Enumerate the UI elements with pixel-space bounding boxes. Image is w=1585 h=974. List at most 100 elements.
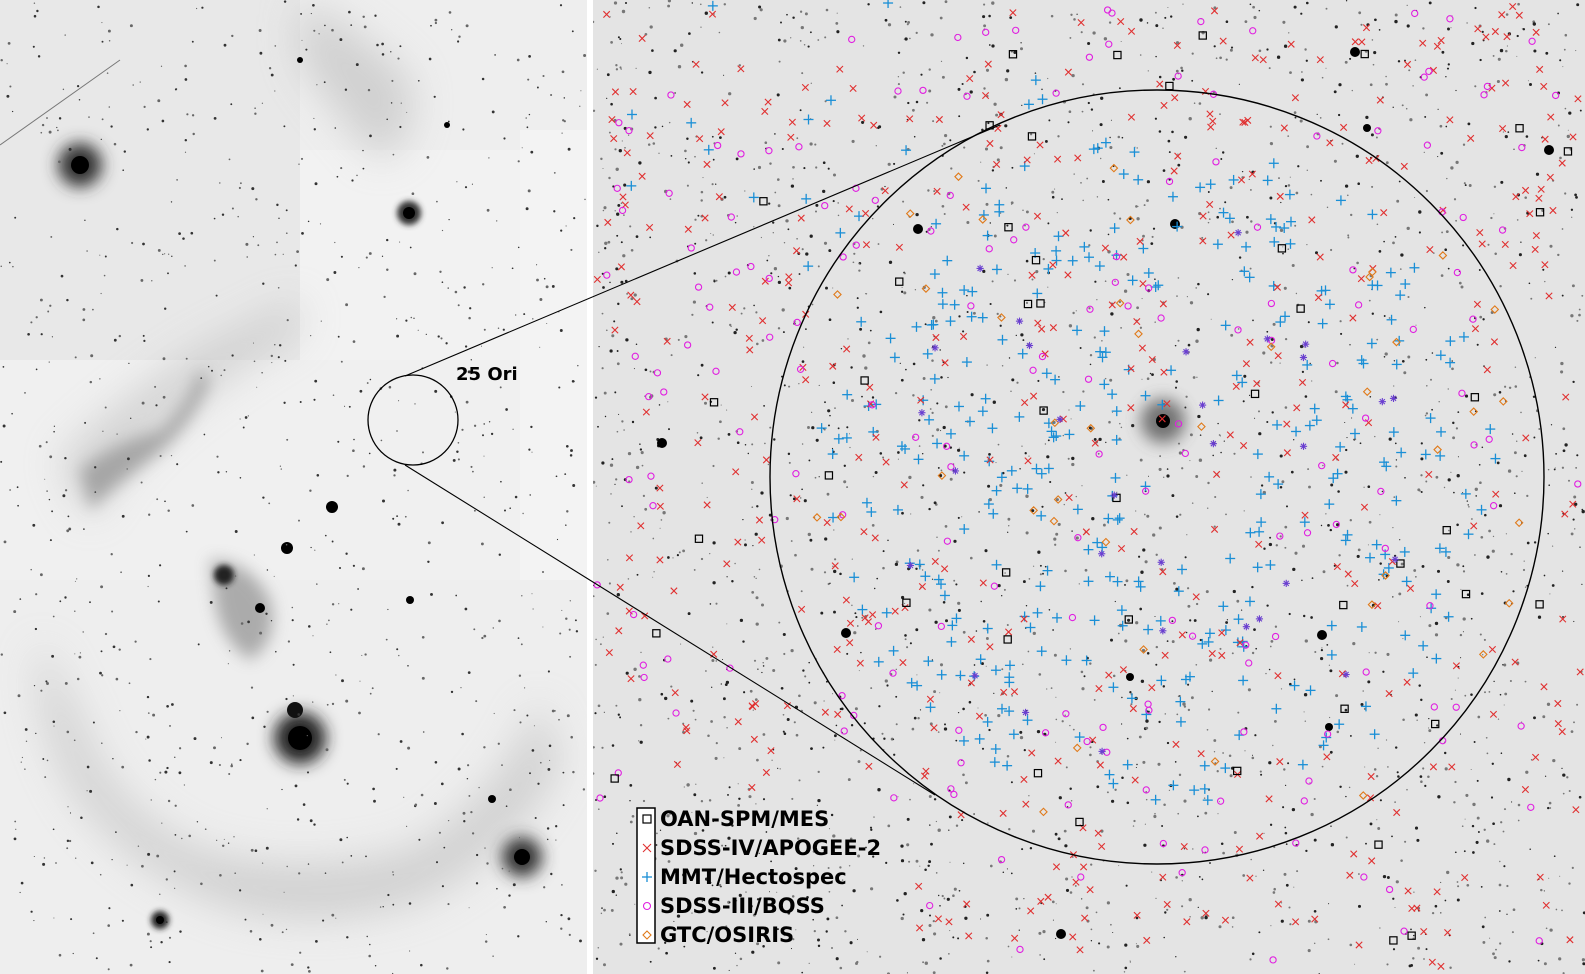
x-marker [846,639,854,647]
circle-marker [1360,873,1368,881]
plus-marker [945,316,956,327]
circle-marker [1489,502,1498,510]
x-marker [1404,887,1412,895]
x-marker [748,702,756,710]
square-marker [1112,493,1121,503]
x-marker [865,762,873,770]
circle-marker [714,141,722,150]
plus-marker [1089,615,1100,626]
x-marker [993,160,1001,169]
plus-marker [1324,499,1335,510]
plus-marker [937,299,948,310]
plus-marker [1052,612,1063,623]
plus-marker [1305,685,1316,696]
x-marker [797,605,806,613]
plus-marker [1094,261,1105,272]
plus-marker [1135,581,1146,592]
asterisk-marker [1389,394,1398,402]
x-marker [870,121,878,129]
diamond-marker [978,215,988,224]
plus-marker [686,117,697,128]
plus-marker [947,620,958,631]
plus-marker [1074,732,1085,743]
x-marker [1433,42,1442,50]
plus-marker [849,572,860,583]
plus-marker [1166,365,1177,376]
x-marker [787,133,795,141]
circle-marker [1253,223,1262,231]
x-marker [1159,300,1167,308]
plus-marker [1224,213,1235,224]
circle-marker [1165,177,1174,186]
x-marker [1127,27,1136,35]
x-marker [1130,527,1138,536]
plus-marker [982,716,993,727]
x-marker [1028,749,1036,757]
plus-marker [1111,406,1122,417]
circle-marker [712,367,720,375]
x-marker [610,134,618,143]
x-marker [656,502,664,510]
plus-marker [803,114,814,125]
plus-marker [1445,357,1456,368]
diamond-marker [642,930,652,940]
plus-marker [1445,336,1456,347]
legend-label: SDSS-III/BOSS [660,894,825,918]
x-marker [1036,141,1044,149]
x-marker [616,583,624,591]
plus-marker [1241,241,1252,252]
plus-marker [1107,389,1118,400]
circle-marker [1016,945,1024,954]
x-marker [1344,570,1352,578]
plus-marker [1104,571,1115,582]
plus-marker [1114,513,1125,524]
x-marker [1293,404,1301,412]
square-marker [1001,568,1011,577]
circle-marker [838,692,846,700]
square-marker [1036,299,1045,308]
x-marker [1470,522,1478,530]
x-marker [673,760,682,768]
x-marker [915,882,923,890]
circle-marker [1038,352,1047,361]
plus-marker [825,95,836,106]
plus-marker [906,677,917,688]
plus-marker [912,680,923,691]
plus-marker [1239,266,1250,277]
x-marker [1535,194,1543,202]
x-marker [1004,628,1013,636]
diamond-marker [1134,329,1143,339]
x-marker [1274,900,1282,908]
x-marker [1368,857,1376,865]
square-marker [1031,255,1041,265]
x-marker [1558,159,1566,167]
plus-marker [1212,239,1223,250]
x-marker [734,718,742,726]
circle-marker [911,433,920,441]
x-marker [856,659,864,667]
x-marker [1448,763,1456,771]
x-marker [1081,914,1089,922]
plus-marker [1268,158,1279,169]
legend-item: SDSS-III/BOSS [642,894,825,918]
plus-marker [1002,760,1013,771]
diamond-marker [1126,215,1135,225]
plus-marker [924,414,935,425]
legend-item: OAN-SPM/MES [642,807,829,831]
plus-marker [1189,785,1200,796]
plus-marker [1244,596,1255,607]
asterisk-marker [1182,348,1190,356]
x-marker [881,187,889,195]
x-marker [1446,116,1454,124]
circle-marker [665,189,673,197]
circle-marker [1377,487,1385,496]
asterisk-marker [1234,229,1242,237]
legend: OAN-SPM/MES SDSS-IV/APOGEE-2 MMT/Hectospec… [636,807,881,947]
circle-marker [839,253,847,261]
circle-marker [1469,315,1477,323]
plus-marker [1199,783,1210,794]
plus-marker [1349,428,1360,439]
plus-marker [1133,576,1144,587]
x-marker [1545,292,1553,300]
plus-marker [1043,463,1054,474]
